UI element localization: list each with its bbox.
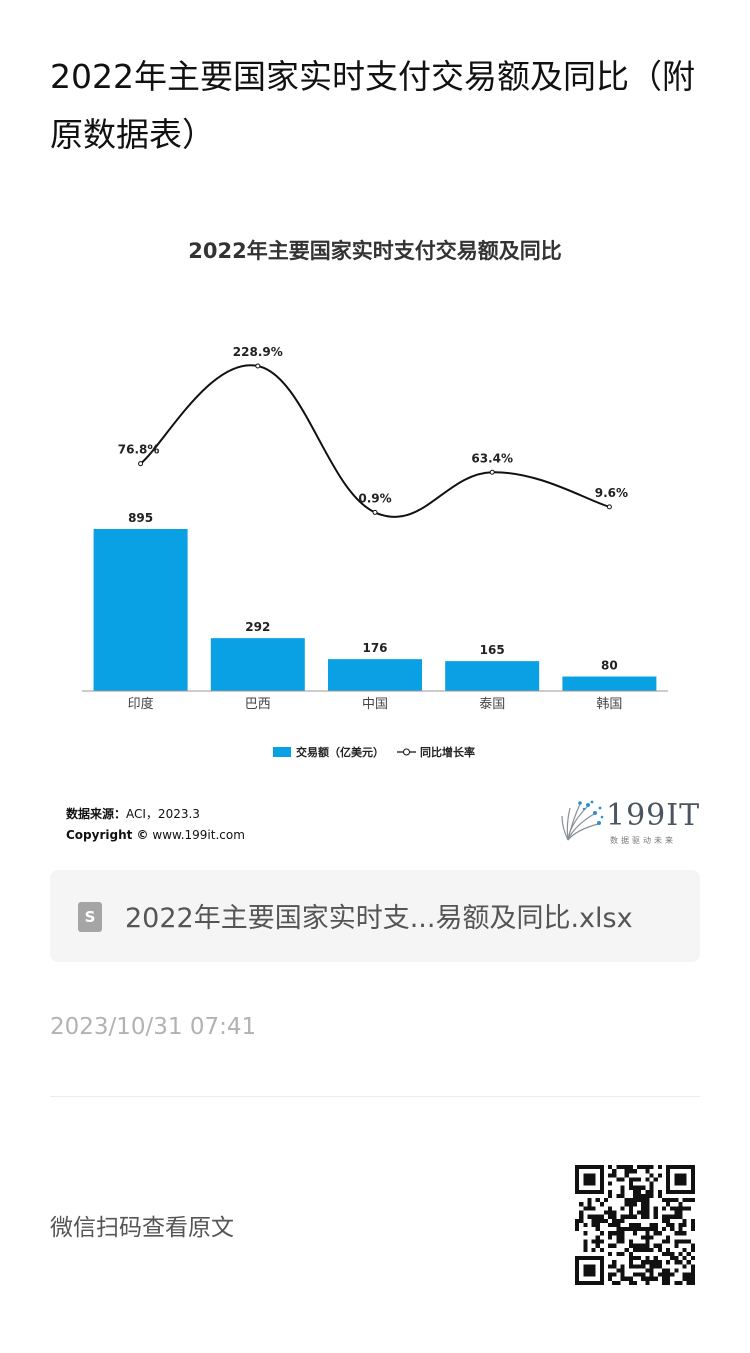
bar-value-label: 80: [601, 659, 618, 673]
line-point-4: [606, 504, 612, 510]
source-block: 数据来源：ACI，2023.3 Copyright © www.199it.co…: [66, 804, 245, 846]
line-point-3: [489, 469, 495, 475]
bar-value-label: 292: [245, 620, 270, 634]
attachment-file-name[interactable]: 2022年主要国家实时支...易额及同比.xlsx: [125, 903, 633, 934]
x-tick-label: 中国: [362, 697, 388, 712]
bar-value-label: 165: [480, 643, 505, 657]
copyright-site: www.199it.com: [152, 828, 245, 842]
article-title: 2022年主要国家实时支付交易额及同比（附原数据表）: [50, 57, 695, 154]
legend-line-label: 同比增长率: [420, 745, 475, 759]
publish-timestamp: 2023/10/31 07:41: [50, 1014, 257, 1040]
line-point-0: [138, 461, 144, 467]
source-value: ACI，2023.3: [126, 807, 200, 821]
chart-title: 2022年主要国家实时支付交易额及同比: [188, 239, 561, 263]
line-value-label: 228.9%: [233, 345, 283, 359]
line-value-label: 76.8%: [118, 443, 160, 457]
x-tick-label: 韩国: [596, 697, 622, 712]
qr-code-icon[interactable]: [575, 1165, 695, 1285]
legend-bar-swatch: [273, 747, 291, 757]
line-value-label: 63.4%: [471, 451, 513, 465]
bar-2: [328, 659, 422, 691]
bar-0: [93, 529, 188, 691]
brand-logo: 199IT 数据驱动未来: [558, 798, 701, 848]
bar-3: [445, 661, 540, 691]
copyright-label: Copyright ©: [66, 828, 149, 842]
legend-bar-label: 交易额（亿美元）: [296, 745, 384, 759]
line-point-2: [372, 509, 378, 515]
bar-value-label: 176: [362, 641, 387, 655]
brand-name: 199IT: [606, 798, 701, 833]
source-label: 数据来源：: [66, 807, 127, 821]
line-value-label: 9.6%: [595, 486, 628, 500]
divider: [50, 1096, 700, 1097]
growth-rate-line: [139, 364, 610, 518]
x-tick-label: 印度: [128, 696, 154, 712]
spreadsheet-file-icon: S: [78, 902, 102, 932]
bar-4: [562, 676, 657, 691]
x-tick-label: 巴西: [245, 697, 271, 712]
chart: 2022年主要国家实时支付交易额及同比 895 292 176 165 80 印度 巴西 中…: [82, 239, 668, 759]
bar-1: [210, 638, 305, 691]
legend-line-marker: [403, 748, 410, 756]
attachment-file-card[interactable]: S 2022年主要国家实时支...易额及同比.xlsx: [50, 870, 700, 962]
chart-card: 2022年主要国家实时支付交易额及同比 895 292 176 165 80 印度 巴西 中…: [50, 200, 700, 850]
bar-value-label: 895: [128, 511, 153, 525]
line-value-label: 0.9%: [358, 491, 391, 505]
wechat-scan-hint: 微信扫码查看原文: [50, 1215, 234, 1241]
line-point-1: [255, 363, 261, 369]
x-tick-label: 泰国: [479, 697, 505, 712]
brand-tagline: 数据驱动未来: [610, 836, 676, 845]
dandelion-logo-icon: [561, 800, 604, 841]
